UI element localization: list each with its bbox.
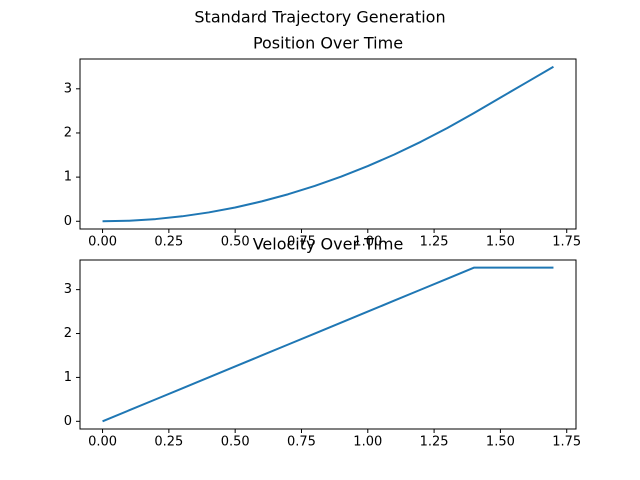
- x-tick-label: 0.50: [221, 235, 250, 250]
- x-tick-label: 1.00: [353, 435, 382, 450]
- x-tick-label: 0.00: [88, 435, 117, 450]
- data-line: [102, 266, 554, 423]
- axes-frame: [79, 259, 577, 430]
- x-tick-label: 0.00: [88, 235, 117, 250]
- x-tick-label: 0.25: [154, 435, 183, 450]
- data-line: [102, 65, 554, 223]
- axes-frame: [79, 58, 577, 230]
- x-tick-label: 1.50: [486, 435, 515, 450]
- axes-title: Position Over Time: [253, 34, 403, 53]
- axes-title: Velocity Over Time: [253, 235, 404, 254]
- subplot: 0.00 0.25 0.50 0.75 1.00 1.25 1.50 1.75 0 1 2 3: [64, 259, 581, 450]
- y-tick-label: 2: [64, 326, 72, 341]
- y-tick-label: 0: [64, 414, 72, 429]
- x-tick-label: 1.00: [353, 235, 382, 250]
- x-tick-label: 0.25: [154, 235, 183, 250]
- x-tick-label: 1.75: [552, 235, 581, 250]
- y-tick-label: 3: [64, 81, 72, 96]
- x-tick-label: 0.50: [221, 435, 250, 450]
- x-tick-label: 0.75: [287, 435, 316, 450]
- y-tick-label: 0: [64, 214, 72, 229]
- x-tick-label: 1.25: [420, 235, 449, 250]
- y-tick-label: 1: [64, 370, 72, 385]
- x-tick-label: 1.25: [420, 435, 449, 450]
- x-tick-label: 1.50: [486, 235, 515, 250]
- x-tick-label: 0.75: [287, 235, 316, 250]
- figure-title: Standard Trajectory Generation: [194, 8, 445, 27]
- y-tick-label: 1: [64, 170, 72, 185]
- subplot: 0.00 0.25 0.50 0.75 1.00 1.25 1.50 1.75 0 1 2 3: [64, 58, 581, 250]
- y-tick-label: 3: [64, 282, 72, 297]
- x-tick-label: 1.75: [552, 435, 581, 450]
- y-tick-label: 2: [64, 125, 72, 140]
